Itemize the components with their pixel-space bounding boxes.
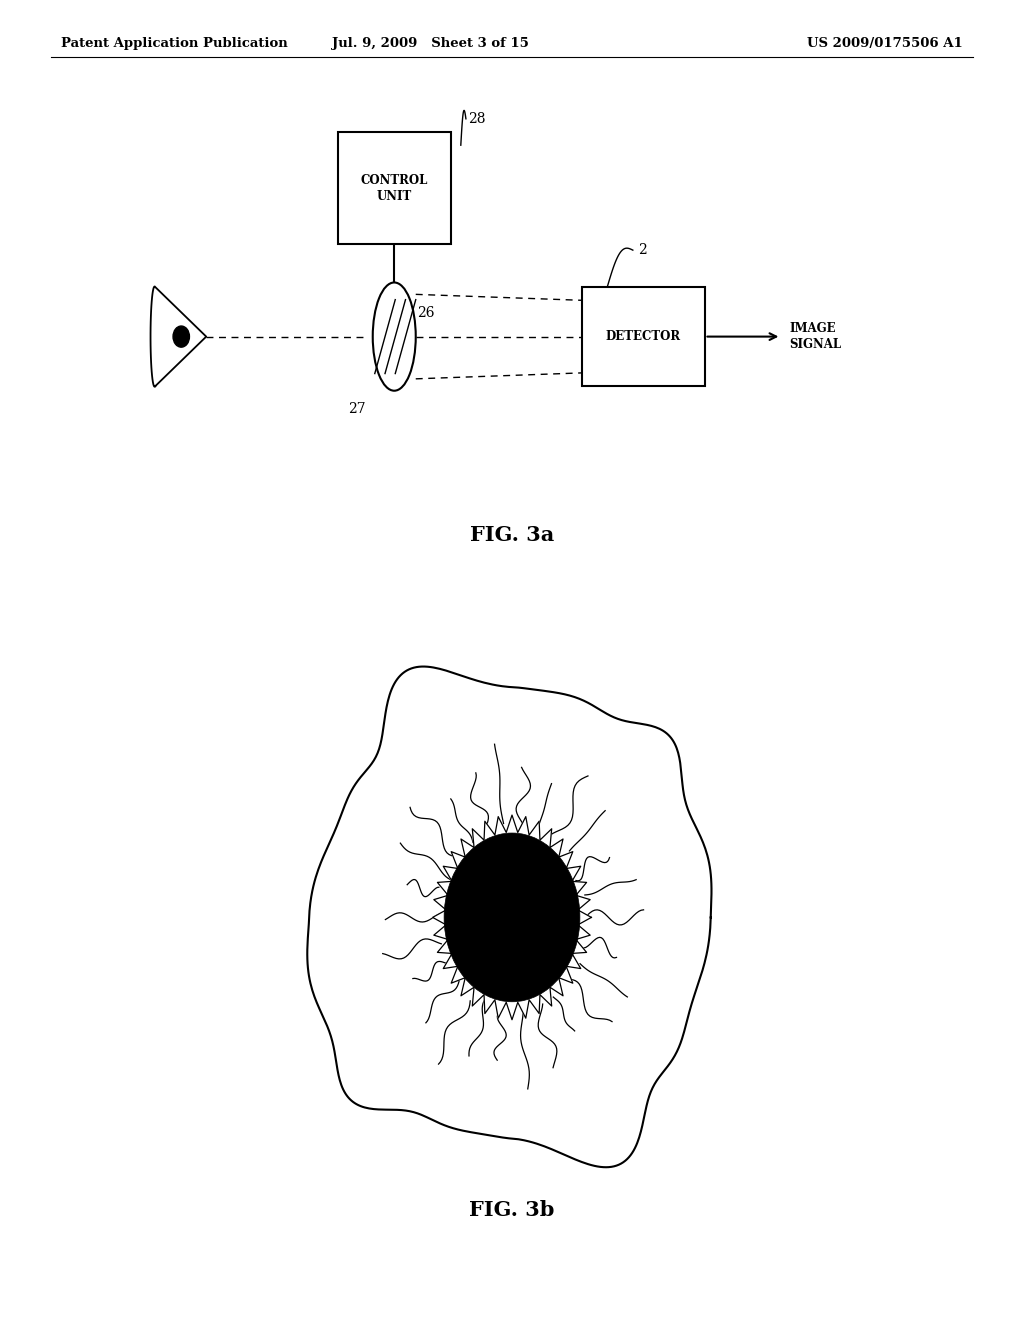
Text: Jul. 9, 2009   Sheet 3 of 15: Jul. 9, 2009 Sheet 3 of 15 [332,37,528,50]
Text: 2: 2 [638,243,647,257]
Ellipse shape [444,833,580,1002]
Ellipse shape [373,282,416,391]
Text: IMAGE
SIGNAL: IMAGE SIGNAL [790,322,842,351]
Text: US 2009/0175506 A1: US 2009/0175506 A1 [807,37,963,50]
Text: 27: 27 [348,403,366,416]
Text: Patent Application Publication: Patent Application Publication [61,37,288,50]
Bar [338,132,451,244]
Text: DETECTOR: DETECTOR [605,330,681,343]
Text: FIG. 3b: FIG. 3b [469,1200,555,1221]
Polygon shape [432,814,592,1020]
Circle shape [173,326,189,347]
Bar [582,288,705,385]
Text: 26: 26 [417,306,434,319]
Text: CONTROL
UNIT: CONTROL UNIT [360,174,428,202]
Text: FIG. 3a: FIG. 3a [470,524,554,545]
Text: 28: 28 [468,112,485,125]
